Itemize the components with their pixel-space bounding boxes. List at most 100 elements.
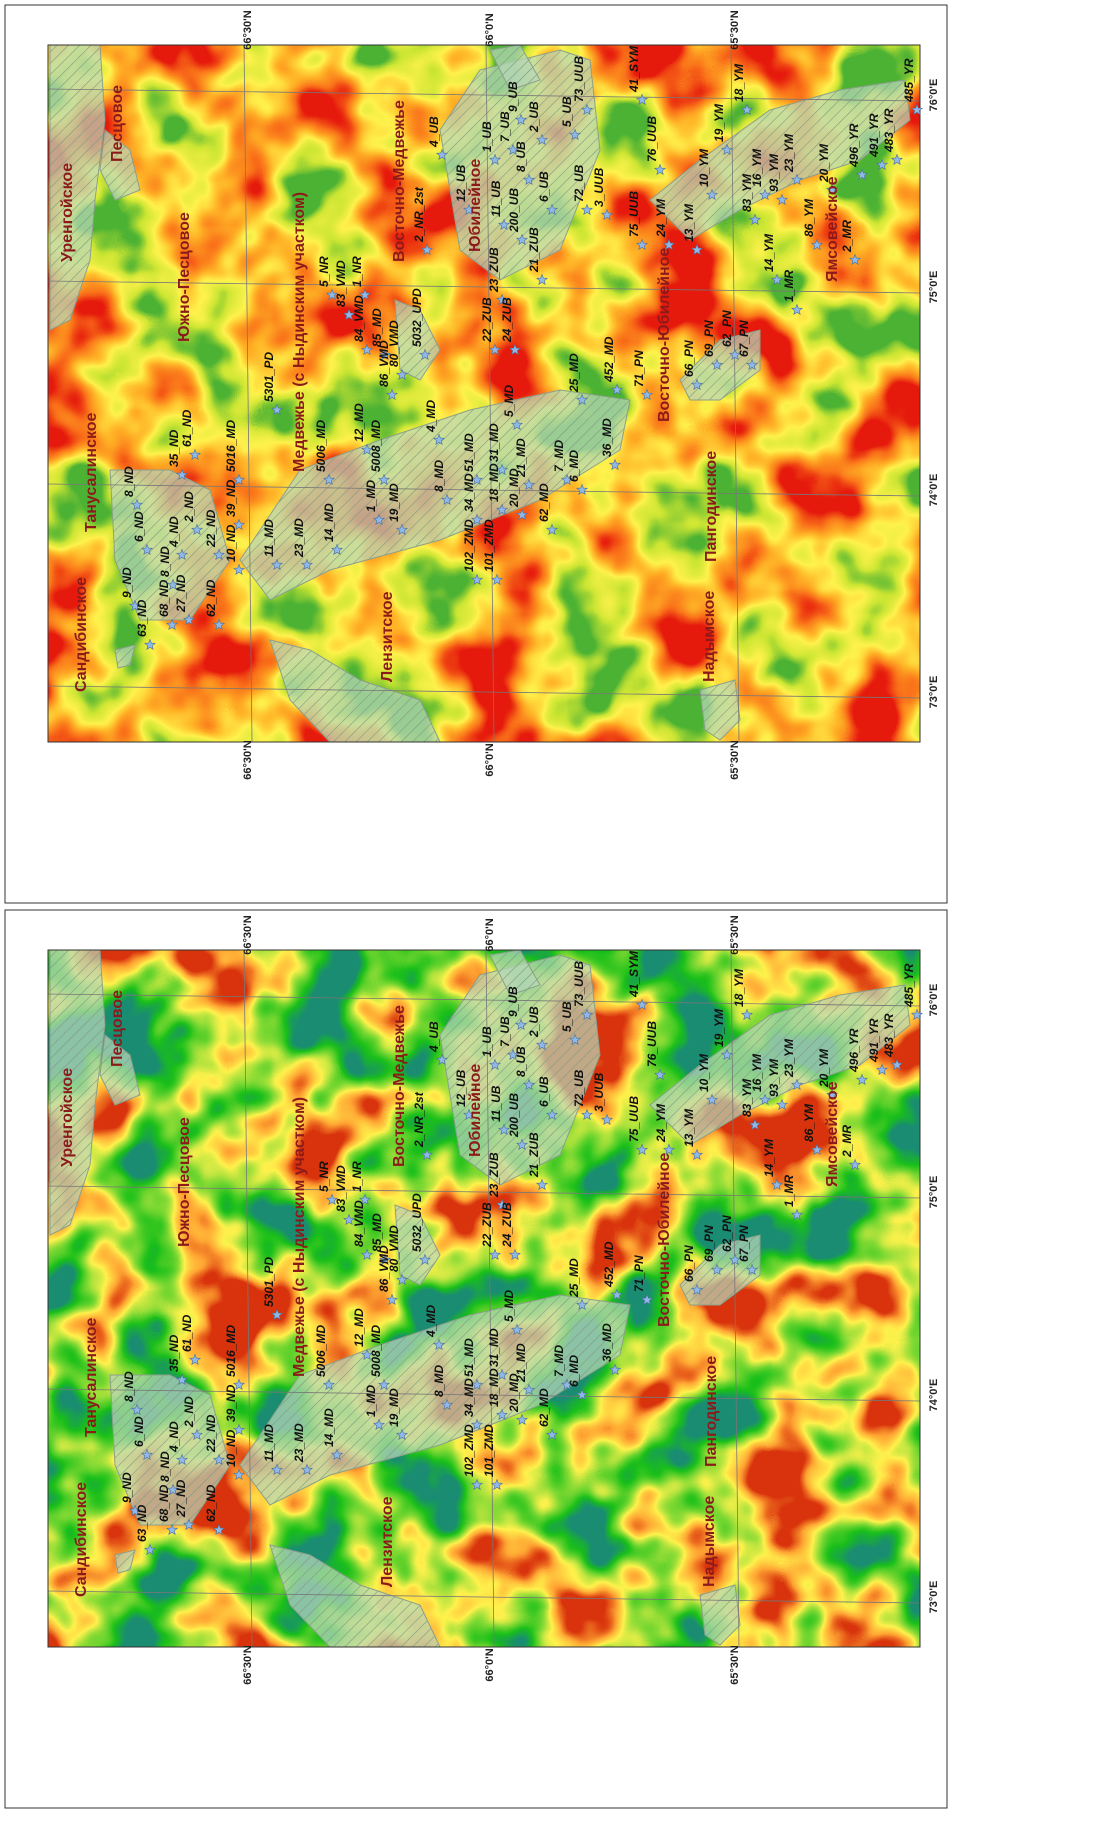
well-label: 73_UUB <box>572 961 586 1007</box>
well-label: 1_NR <box>350 1161 364 1192</box>
well-label: 3_UUB <box>592 167 606 207</box>
well-label: 69_PN <box>702 1225 716 1262</box>
well-label: 21_ZUB <box>527 1132 541 1178</box>
page: УренгойскоеПесцовоеЮжно-ПесцовоеТанусали… <box>0 0 1102 1816</box>
well-label: 2_NR_2st <box>412 1091 426 1148</box>
longitude-label: 76°0'E <box>928 984 940 1017</box>
well-label: 72_UB <box>572 1069 586 1107</box>
well-label: 6_MD <box>567 1355 581 1387</box>
field-name: Ямсовейское <box>824 1081 841 1187</box>
well-label: 5016_MD <box>224 1325 238 1377</box>
well-label: 102_ZMD <box>462 1424 476 1477</box>
well-label: 24_YM <box>654 1103 668 1143</box>
well-label: 62_MD <box>537 1388 551 1427</box>
well-label: 10_YM <box>697 1053 711 1092</box>
well-label: 24_YM <box>654 198 668 238</box>
field-name: Пангодинское <box>703 1356 720 1467</box>
field-name: Надымское <box>701 591 718 682</box>
field-name: Юбилейное <box>467 1064 484 1157</box>
latitude-label: 66°0'N <box>484 1648 496 1681</box>
well-label: 14_MD <box>322 503 336 542</box>
well-label: 85_MD <box>370 1213 384 1252</box>
field-name: Медвежье (с Ныдинским участком) <box>291 1097 308 1377</box>
well-label: 12_UB <box>454 164 468 202</box>
well-label: 61_ND <box>180 409 194 447</box>
map-panel: УренгойскоеПесцовоеЮжно-ПесцовоеТанусали… <box>5 910 947 1808</box>
well-label: 51_MD <box>462 1338 476 1377</box>
well-label: 8_ND <box>158 546 172 577</box>
well-label: 10_YM <box>697 148 711 187</box>
well-label: 4_ND <box>167 1421 181 1453</box>
field-name: Восточно-Юбилейное <box>656 248 673 422</box>
well-label: 75_UUB <box>627 1096 641 1142</box>
well-label: 4_MD <box>424 1305 438 1338</box>
well-label: 3_UUB <box>592 1072 606 1112</box>
well-label: 1_MD <box>364 1385 378 1417</box>
longitude-label: 75°0'E <box>928 1176 940 1209</box>
well-label: 68_ND <box>157 579 171 617</box>
well-label: 66_PN <box>682 1245 696 1282</box>
well-label: 5032_UPD <box>410 288 424 347</box>
well-label: 51_MD <box>462 433 476 472</box>
well-label: 25_MD <box>567 353 581 393</box>
well-label: 23_YM <box>782 1038 796 1078</box>
well-label: 20_MD <box>507 1373 521 1413</box>
well-label: 5008_MD <box>369 420 383 472</box>
well-label: 14_YM <box>762 1138 776 1177</box>
well-label: 62_PN <box>720 310 734 347</box>
well-label: 4_UB <box>427 1021 441 1053</box>
field-name: Танусалинское <box>83 1317 100 1437</box>
well-label: 6_UB <box>537 171 551 202</box>
well-label: 9_ND <box>120 567 134 598</box>
well-label: 16_YM <box>750 148 764 187</box>
field-name: Сандибинское <box>73 577 90 692</box>
well-label: 8_UB <box>514 1046 528 1077</box>
latitude-label: 66°30'N <box>242 915 254 954</box>
well-label: 1_UB <box>480 1026 494 1057</box>
well-label: 5_NR <box>317 256 331 287</box>
well-label: 496_YR <box>847 1028 861 1073</box>
well-label: 25_MD <box>567 1258 581 1298</box>
well-label: 1_MD <box>364 480 378 512</box>
longitude-label: 74°0'E <box>928 1379 940 1412</box>
well-label: 23_YM <box>782 133 796 173</box>
well-label: 2_MR <box>840 1125 854 1158</box>
well-label: 7_MD <box>552 440 566 472</box>
well-label: 6_MD <box>567 450 581 482</box>
field-name: Восточно-Медвежье <box>391 1005 408 1167</box>
well-label: 4_MD <box>424 400 438 433</box>
latitude-label: 66°30'N <box>242 10 254 49</box>
well-label: 6_ND <box>132 1416 146 1447</box>
well-label: 485_YR <box>902 963 916 1008</box>
well-label: 10_ND <box>224 1429 238 1467</box>
field-name: Юбилейное <box>467 159 484 252</box>
well-label: 496_YR <box>847 123 861 168</box>
well-label: 71_PN <box>632 1255 646 1292</box>
well-label: 69_PN <box>702 320 716 357</box>
well-label: 101_ZMD <box>482 1424 496 1477</box>
well-label: 19_YM <box>712 1008 726 1047</box>
well-label: 10_ND <box>224 524 238 562</box>
latitude-label: 65°30'N <box>729 740 741 779</box>
well-label: 2_UB <box>527 1006 541 1038</box>
well-label: 9_UB <box>506 986 520 1017</box>
well-label: 5301_PD <box>262 1257 276 1307</box>
well-label: 19_MD <box>387 483 401 522</box>
well-label: 13_YM <box>682 1108 696 1147</box>
well-label: 200_UB <box>507 1093 521 1138</box>
well-label: 8_ND <box>122 466 136 497</box>
well-label: 2_ND <box>182 491 196 523</box>
well-label: 73_UUB <box>572 56 586 102</box>
well-label: 24_ZUB <box>500 1202 514 1248</box>
well-label: 23_ZUB <box>487 247 501 293</box>
well-label: 86_YM <box>802 198 816 237</box>
latitude-label: 65°30'N <box>729 1645 741 1684</box>
well-label: 5_NR <box>317 1161 331 1192</box>
well-label: 7_MD <box>552 1345 566 1377</box>
well-label: 491_YR <box>867 1018 881 1063</box>
well-label: 18_YM <box>732 968 746 1007</box>
well-label: 76_UUB <box>645 1021 659 1067</box>
well-label: 12_UB <box>454 1069 468 1107</box>
well-label: 11_MD <box>262 1424 276 1462</box>
latitude-label: 66°30'N <box>242 1645 254 1684</box>
